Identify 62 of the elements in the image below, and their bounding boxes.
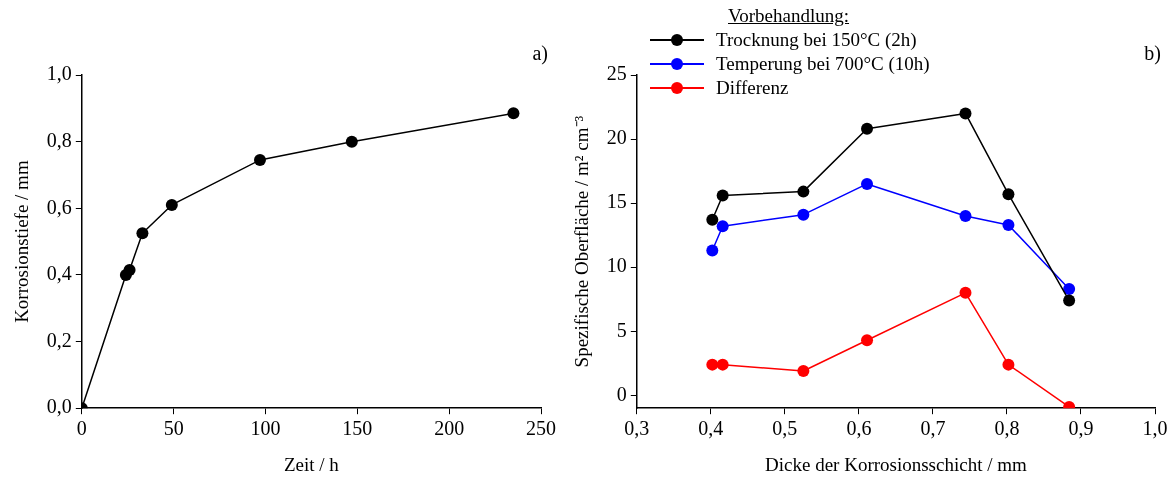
x-tick-label: 0,9 <box>1068 417 1094 440</box>
y-tick-label: 0,2 <box>46 328 72 351</box>
point <box>861 122 874 135</box>
point <box>345 135 358 148</box>
x-tick-label: 0,8 <box>994 417 1020 440</box>
x-tick-label: 0,3 <box>624 417 650 440</box>
point <box>706 213 719 226</box>
point <box>1002 358 1015 371</box>
y-tick-label: 5 <box>616 318 627 341</box>
y-tick-label: 15 <box>606 190 627 213</box>
x-tick-label: 0,6 <box>846 417 872 440</box>
point <box>861 334 874 347</box>
point <box>959 286 972 299</box>
point <box>1063 283 1076 296</box>
x-tick-label: 100 <box>250 417 281 440</box>
point <box>253 153 266 166</box>
y-tick-label: 0 <box>616 382 627 405</box>
point <box>165 198 178 211</box>
legend-label: Trocknung bei 150°C (2h) <box>716 28 917 52</box>
y-tick-label: 0,8 <box>46 128 72 151</box>
legend-title: Vorbehandlung: <box>727 4 851 28</box>
point <box>716 220 729 233</box>
legend-label: Temperung bei 700°C (10h) <box>716 52 930 76</box>
x-axis-title: Zeit / h <box>283 453 340 475</box>
y-tick-label: 25 <box>606 62 627 85</box>
x-tick-label: 0,7 <box>920 417 946 440</box>
point <box>706 244 719 257</box>
point <box>861 177 874 190</box>
point <box>123 263 136 276</box>
x-axis-title: Dicke der Korrosionsschicht / mm <box>765 453 1027 475</box>
point <box>716 189 729 202</box>
point <box>716 358 729 371</box>
x-tick-label: 50 <box>163 417 184 440</box>
y-tick-label: 10 <box>606 254 627 277</box>
y-axis-title: Spezifische Oberfläche / m² cm⁻³ <box>571 115 593 368</box>
y-tick-label: 0,4 <box>46 262 72 285</box>
point <box>1002 218 1015 231</box>
point <box>797 365 810 378</box>
point <box>959 107 972 120</box>
point <box>797 208 810 221</box>
point <box>507 107 520 120</box>
x-tick-label: 250 <box>526 417 556 440</box>
point <box>797 185 810 198</box>
point <box>1002 188 1015 201</box>
x-tick-label: 150 <box>342 417 373 440</box>
legend-label: Differenz <box>716 76 789 100</box>
y-tick-label: 0,0 <box>46 395 72 418</box>
x-tick-label: 1,0 <box>1142 417 1168 440</box>
x-tick-label: 0 <box>76 417 87 440</box>
y-tick-label: 0,6 <box>46 195 72 218</box>
x-tick-label: 200 <box>434 417 465 440</box>
text: b) <box>1144 42 1161 66</box>
point <box>706 358 719 371</box>
text: a) <box>532 42 548 66</box>
x-tick-label: 0,4 <box>698 417 724 440</box>
point <box>1063 294 1076 307</box>
y-axis-title: Korrosionstiefe / mm <box>11 160 33 323</box>
y-tick-label: 1,0 <box>46 62 72 85</box>
y-tick-label: 20 <box>606 126 627 149</box>
point <box>136 227 149 240</box>
point <box>959 209 972 222</box>
x-tick-label: 0,5 <box>772 417 798 440</box>
